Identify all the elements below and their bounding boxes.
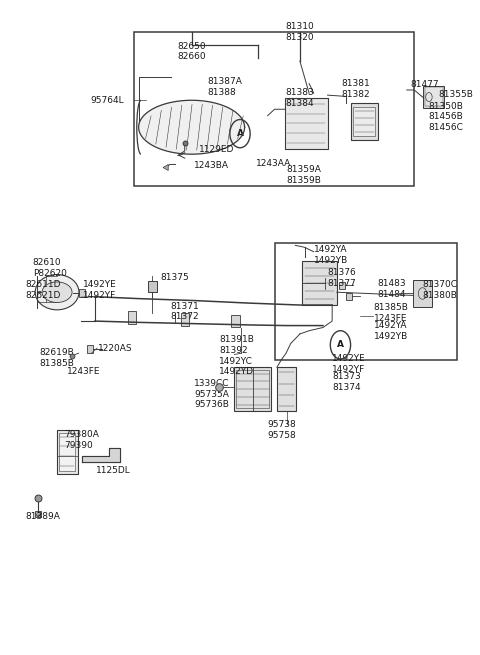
Bar [79, 289, 84, 297]
Bar [302, 261, 337, 305]
Text: 81383
81384: 81383 81384 [285, 88, 314, 107]
Ellipse shape [42, 282, 72, 303]
Bar [425, 87, 443, 106]
Text: 79380A
79390: 79380A 79390 [64, 430, 99, 450]
Bar [277, 367, 296, 411]
Text: 1492YA
1492YB: 1492YA 1492YB [314, 245, 348, 265]
Text: 1492YE
1492YF: 1492YE 1492YF [332, 354, 366, 374]
Text: 1243BA: 1243BA [194, 160, 229, 170]
Text: 81387A
81388: 81387A 81388 [208, 77, 242, 97]
Text: 81350B
81456B
81456C: 81350B 81456B 81456C [428, 102, 463, 132]
Text: 81385B
1243FE: 81385B 1243FE [373, 303, 408, 323]
Bar [339, 282, 345, 289]
Text: 1125DL: 1125DL [96, 466, 131, 474]
Text: 1492YE
1492YF: 1492YE 1492YF [84, 280, 117, 300]
Bar [128, 311, 136, 324]
Text: 81483
81484: 81483 81484 [377, 279, 406, 299]
Bar [350, 103, 378, 140]
Ellipse shape [35, 274, 79, 310]
Text: 81477: 81477 [410, 81, 439, 89]
Bar [57, 430, 78, 474]
Text: 82611D
82621D: 82611D 82621D [26, 280, 61, 300]
Text: 1492YA
1492YB: 1492YA 1492YB [373, 321, 408, 341]
Text: 81381
81382: 81381 81382 [341, 79, 370, 99]
Text: 82650
82660: 82650 82660 [177, 42, 206, 62]
Text: 81355B: 81355B [438, 90, 473, 99]
Bar [423, 86, 444, 108]
Text: 81373
81374: 81373 81374 [332, 372, 361, 392]
Text: 95735A
95736B: 95735A 95736B [194, 390, 229, 409]
Text: 1339CC: 1339CC [194, 379, 229, 388]
Bar [346, 293, 352, 300]
Text: A: A [337, 341, 344, 349]
Text: A: A [237, 129, 243, 138]
Text: 81310
81320: 81310 81320 [286, 22, 314, 42]
Text: 81359A
81359B: 81359A 81359B [286, 165, 321, 185]
Text: 81391B
81392
1492YC
1492YD: 81391B 81392 1492YC 1492YD [219, 335, 254, 377]
Bar [36, 511, 41, 517]
Text: 95738
95758: 95738 95758 [267, 421, 296, 440]
Bar [413, 280, 432, 307]
Text: 81370C
81380B: 81370C 81380B [422, 280, 457, 300]
Text: 1243FE: 1243FE [67, 367, 101, 376]
Bar [87, 345, 93, 353]
Polygon shape [83, 448, 120, 462]
Text: 81389A: 81389A [26, 512, 60, 521]
Bar [275, 243, 457, 360]
Bar [180, 313, 189, 326]
Text: 1220AS: 1220AS [98, 343, 132, 352]
Bar [236, 370, 269, 408]
Bar [231, 314, 240, 328]
Bar [134, 32, 414, 186]
Text: 82610
P82620: 82610 P82620 [33, 258, 67, 278]
Text: 1243AA: 1243AA [256, 159, 291, 168]
Text: 95764L: 95764L [90, 96, 124, 105]
Polygon shape [139, 100, 245, 154]
Text: 81371
81372: 81371 81372 [170, 301, 199, 322]
Text: 1129ED: 1129ED [199, 145, 234, 153]
Bar [234, 367, 271, 411]
Bar [285, 98, 327, 149]
Text: 81375: 81375 [161, 273, 190, 282]
Text: 82619B
81385B: 82619B 81385B [39, 348, 74, 368]
Bar [148, 281, 157, 291]
Text: 81376
81377: 81376 81377 [327, 268, 356, 288]
Bar [353, 107, 375, 136]
Bar [59, 434, 75, 471]
